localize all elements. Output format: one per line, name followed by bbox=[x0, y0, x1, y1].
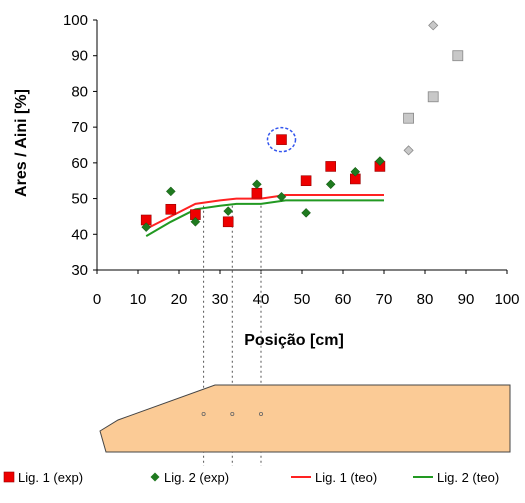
y-tick-label: 50 bbox=[71, 191, 88, 208]
x-tick-label: 90 bbox=[458, 291, 475, 308]
x-tick-label: 20 bbox=[171, 291, 188, 308]
x-tick-label: 60 bbox=[335, 291, 352, 308]
legend-label: Lig. 1 (exp) bbox=[18, 470, 83, 485]
lig1-exp-point bbox=[300, 175, 312, 187]
lig2-exp-point bbox=[276, 191, 287, 202]
lig2-exp-point bbox=[375, 156, 385, 166]
gray-diamond-point bbox=[403, 145, 414, 156]
y-tick-label: 30 bbox=[71, 262, 88, 279]
y-tick-label: 60 bbox=[71, 155, 88, 172]
legend: Lig. 1 (exp) Lig. 2 (exp) Lig. 1 (teo) Lig.… bbox=[3, 470, 499, 485]
plot-area bbox=[140, 20, 464, 237]
guide-point bbox=[230, 411, 235, 416]
lig2-exp-point bbox=[301, 208, 311, 218]
y-tick-label: 100 bbox=[63, 12, 88, 29]
lig2-exp-point bbox=[165, 186, 176, 197]
x-tick-label: 80 bbox=[417, 291, 434, 308]
x-tick-label: 10 bbox=[130, 291, 147, 308]
chart-axes bbox=[93, 19, 508, 274]
lig2-exp-point bbox=[252, 179, 262, 190]
guide-point bbox=[201, 411, 206, 416]
channel-body bbox=[99, 384, 511, 453]
guide-point bbox=[258, 411, 263, 416]
x-tick-label: 40 bbox=[253, 291, 270, 308]
lig2-exp-point bbox=[350, 166, 361, 177]
lig2-exp-point bbox=[190, 216, 201, 227]
series-line bbox=[145, 199, 384, 237]
x-tick-label: 30 bbox=[212, 291, 229, 308]
x-axis-title: Posição [cm] bbox=[244, 332, 344, 349]
legend-item: Lig. 1 (teo) bbox=[291, 470, 377, 485]
channel-shape bbox=[99, 384, 511, 453]
gray-square-point bbox=[427, 91, 439, 103]
lig2-exp-point bbox=[325, 179, 336, 190]
legend-square-icon bbox=[3, 471, 15, 483]
y-axis-title: Ares / Aini [%] bbox=[13, 89, 30, 197]
x-tick-label: 100 bbox=[494, 291, 519, 308]
x-tick-label: 50 bbox=[294, 291, 311, 308]
gray-square-point bbox=[403, 112, 415, 124]
lig1-exp-point bbox=[165, 203, 177, 215]
legend-label: Lig. 1 (teo) bbox=[315, 470, 377, 485]
chart-tick-labels: 30 40 50 60 70 80 90 100 0 10 20 30 40 50 60 70 80 90 100 bbox=[63, 12, 520, 308]
y-tick-label: 90 bbox=[71, 48, 88, 65]
x-tick-label: 70 bbox=[376, 291, 393, 308]
highlight-circle bbox=[266, 126, 297, 153]
x-tick-label: 0 bbox=[93, 291, 101, 308]
y-tick-label: 80 bbox=[71, 83, 88, 100]
gray-diamond-point bbox=[428, 20, 439, 31]
y-tick-label: 70 bbox=[71, 119, 88, 136]
legend-item: Lig. 2 (teo) bbox=[413, 470, 499, 485]
gray-square-point bbox=[452, 50, 464, 62]
legend-label: Lig. 2 (teo) bbox=[437, 470, 499, 485]
lig2-exp-point bbox=[223, 206, 234, 216]
lig1-exp-point bbox=[325, 161, 337, 172]
lig2-exp-point bbox=[141, 222, 152, 232]
lig1-exp-point bbox=[251, 187, 263, 199]
legend-label: Lig. 2 (exp) bbox=[164, 470, 229, 485]
lig1-exp-point bbox=[222, 216, 234, 228]
legend-item: Lig. 1 (exp) bbox=[3, 470, 83, 485]
legend-item: Lig. 2 (exp) bbox=[150, 470, 229, 485]
y-tick-label: 40 bbox=[71, 226, 88, 243]
legend-diamond-icon bbox=[150, 472, 160, 482]
lig1-exp-point bbox=[276, 134, 287, 145]
